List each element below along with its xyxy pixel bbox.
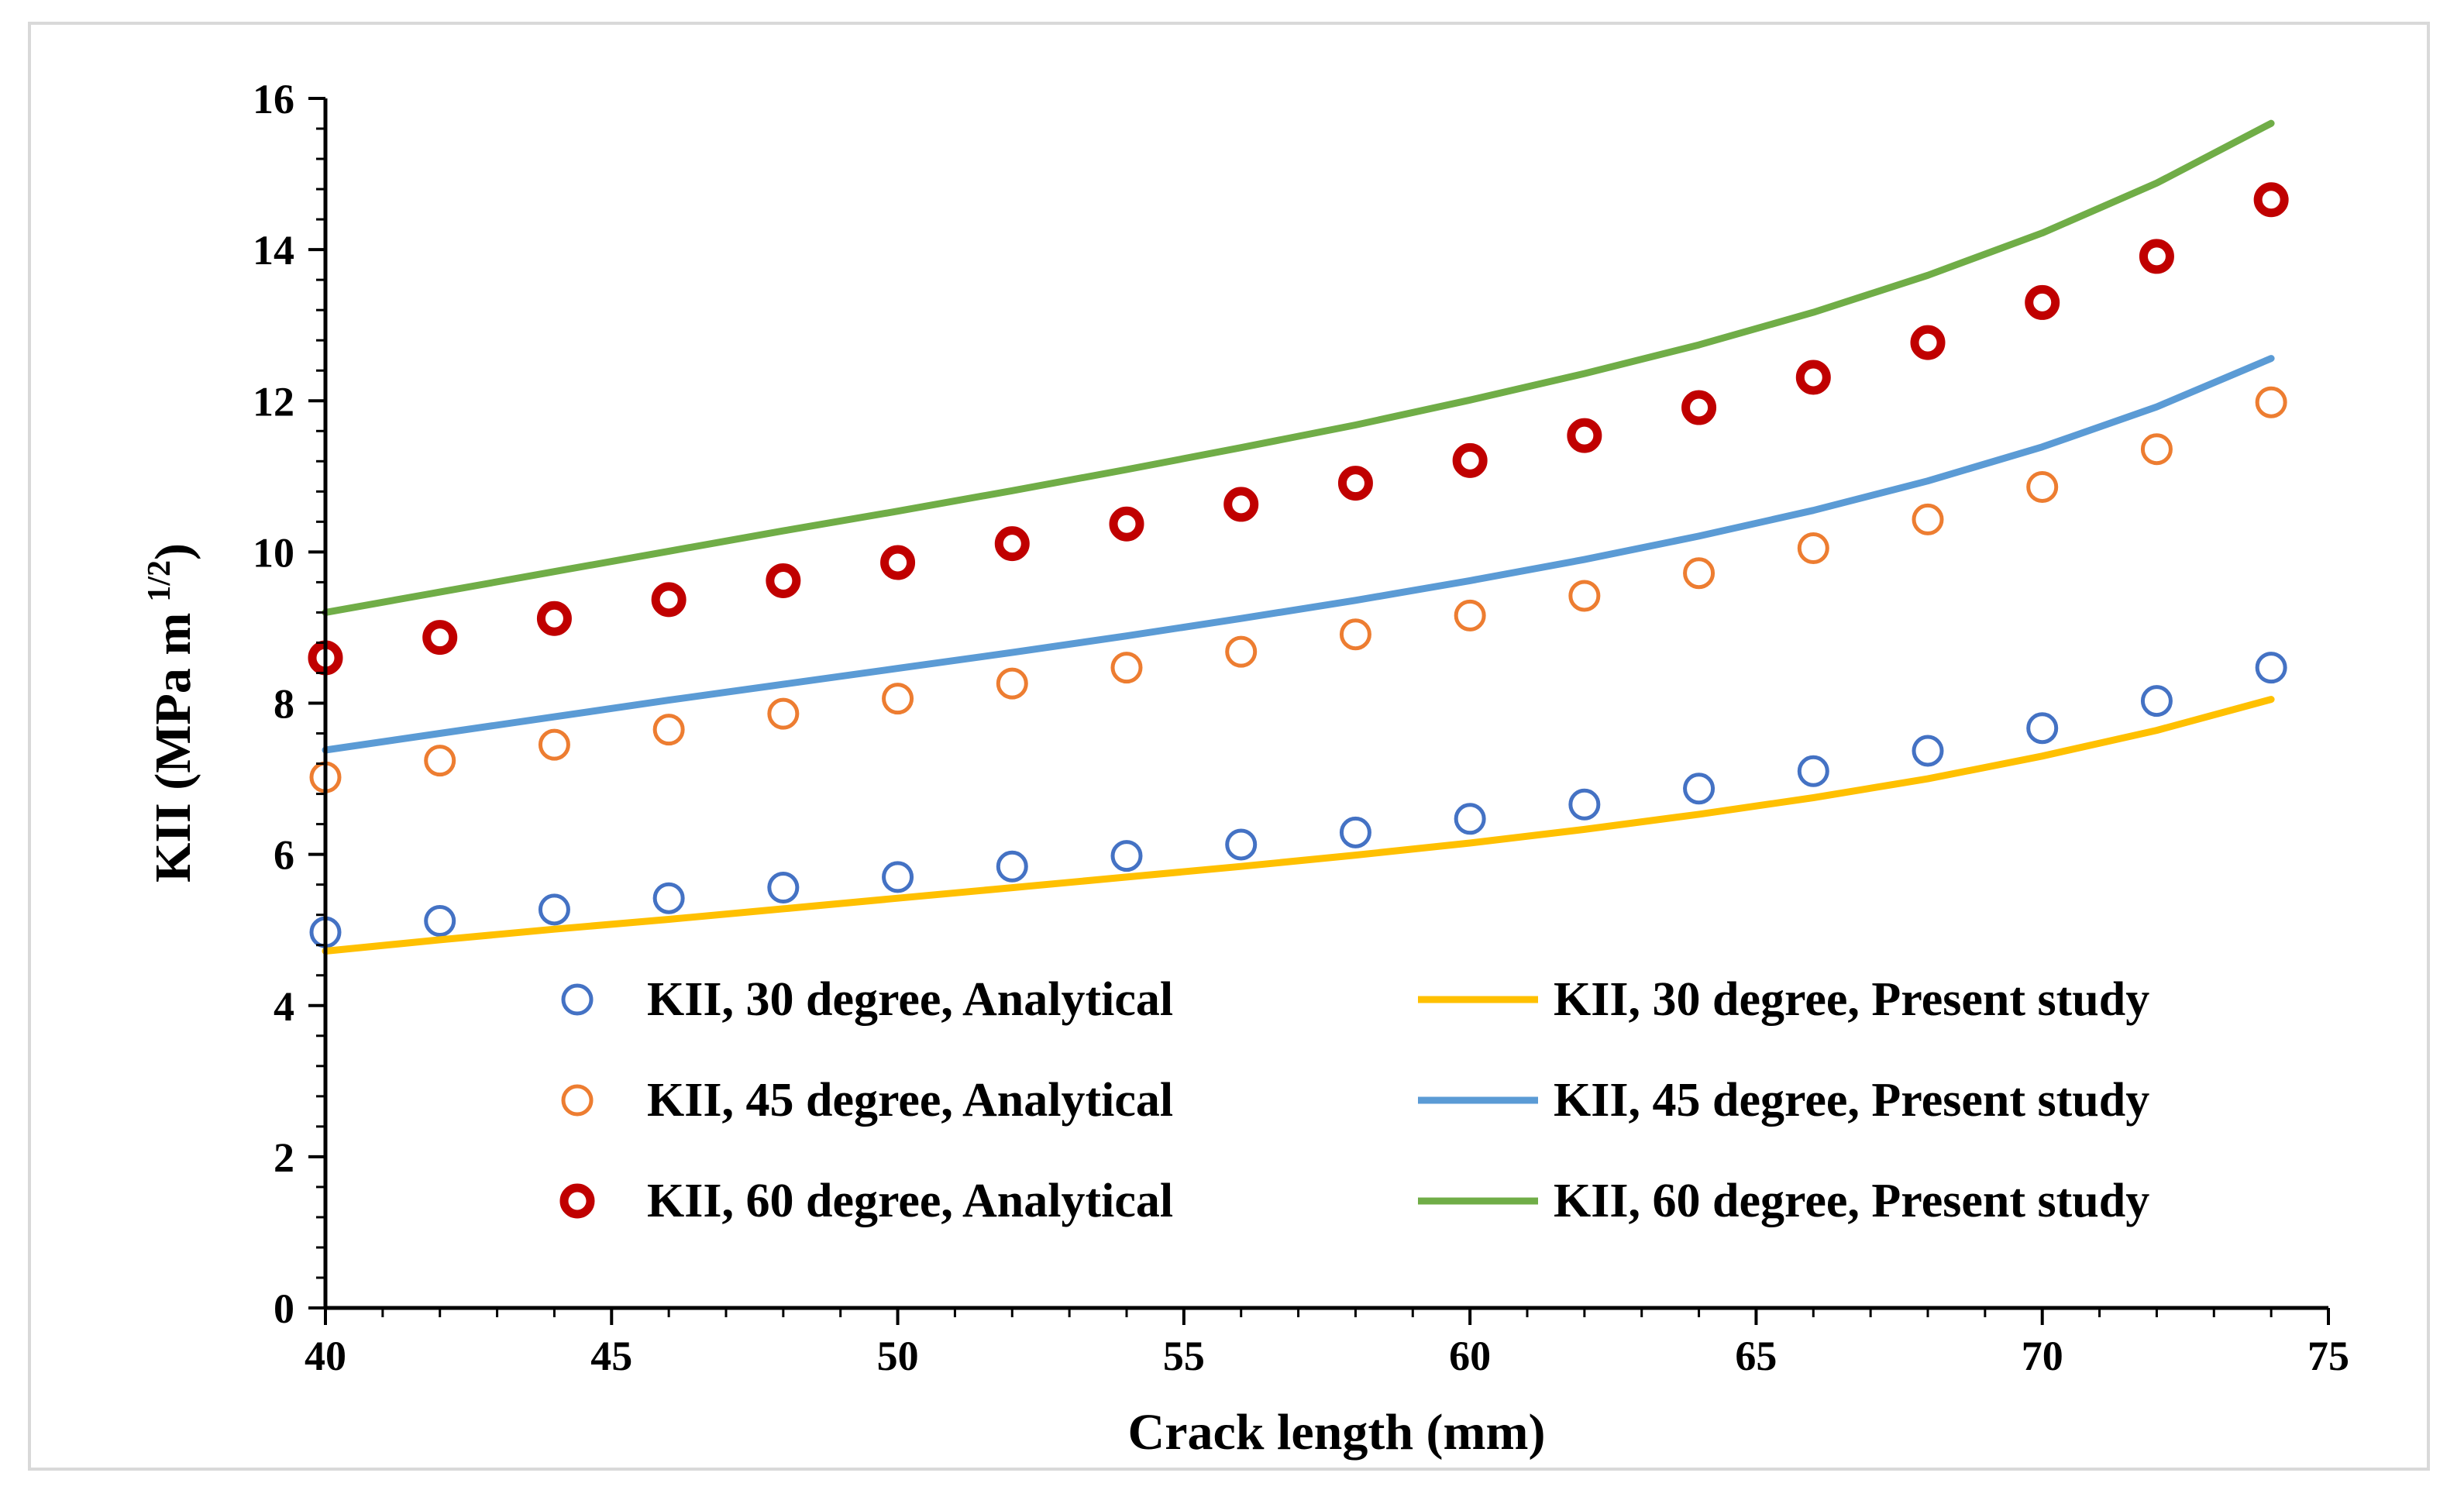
data-point (1568, 788, 1601, 821)
y-axis-title-main: KII (MPa m (145, 613, 201, 883)
series-1 (309, 652, 2287, 948)
x-tick-label: 75 (2307, 1333, 2349, 1379)
data-point (424, 745, 456, 777)
data-point (1223, 487, 1259, 522)
data-point (1912, 735, 1944, 767)
legend-marker (561, 1084, 594, 1117)
series-layer (308, 119, 2289, 955)
data-point (766, 563, 801, 598)
data-point (767, 697, 800, 730)
data-point (1568, 580, 1601, 612)
legend-label: KII, 60 degree, Present study (1554, 1175, 2149, 1227)
data-point (1795, 360, 1831, 395)
y-tick-label: 8 (274, 681, 294, 728)
x-tick-label: 70 (2022, 1333, 2063, 1379)
data-point (996, 850, 1028, 883)
x-tick-label: 60 (1449, 1333, 1491, 1379)
data-point (767, 872, 800, 904)
y-tick-label: 14 (253, 227, 294, 274)
legend-label: KII, 30 degree, Analytical (647, 973, 1173, 1026)
legend-label: KII, 45 degree, Analytical (647, 1074, 1173, 1127)
data-point (422, 620, 458, 656)
y-tick-label: 4 (274, 983, 294, 1030)
chart-frame (28, 22, 2430, 1471)
y-tick-label: 10 (253, 529, 294, 576)
data-point (2026, 712, 2059, 745)
data-point (994, 526, 1030, 562)
data-point (1910, 325, 1946, 360)
data-point (2255, 386, 2287, 418)
legend: KII, 30 degree, Analytical KII, 45 degree… (559, 973, 2149, 1227)
x-tick-label: 40 (305, 1333, 346, 1379)
legend-marker (559, 1183, 595, 1219)
legend-label: KII, 30 degree, Present study (1554, 973, 2149, 1026)
data-point (1797, 532, 1829, 564)
data-point (424, 904, 456, 937)
data-point (1110, 840, 1143, 872)
axes: 0 2 4 6 8 10 12 14 16 40 45 50 55 60 65 70 75 (253, 76, 2349, 1379)
y-tick-label: 16 (253, 76, 294, 122)
series-line (322, 355, 2275, 754)
x-tick-label: 65 (1735, 1333, 1777, 1379)
y-axis-title-close: ) (145, 543, 201, 560)
series-4 (322, 696, 2275, 955)
data-point (1683, 773, 1716, 805)
data-point (538, 728, 570, 761)
data-point (2139, 239, 2174, 274)
x-tick-label: 45 (590, 1333, 632, 1379)
data-point (1225, 635, 1258, 668)
y-axis-title: KII (MPa m 1/2) (142, 543, 201, 883)
series-5 (322, 355, 2275, 754)
data-point (536, 601, 572, 636)
data-point (1452, 442, 1488, 478)
data-point (1339, 816, 1371, 848)
data-point (880, 545, 916, 580)
legend-marker (561, 983, 594, 1016)
data-point (1567, 418, 1602, 453)
data-point (538, 893, 570, 926)
data-point (1681, 390, 1717, 425)
y-tick-label: 2 (274, 1134, 294, 1181)
y-tick-label: 12 (253, 378, 294, 425)
y-tick-label: 6 (274, 832, 294, 879)
x-tick-label: 55 (1163, 1333, 1205, 1379)
data-point (2253, 182, 2289, 218)
legend-label: KII, 60 degree, Analytical (647, 1175, 1173, 1227)
data-point (1225, 828, 1258, 861)
y-tick-label: 0 (274, 1285, 294, 1332)
data-point (1337, 466, 1373, 501)
y-axis-title-sup: 1/2 (142, 560, 177, 602)
data-point (651, 582, 687, 618)
data-point (1912, 503, 1944, 535)
data-point (2026, 470, 2059, 503)
data-point (1109, 506, 1144, 542)
data-point (2140, 433, 2173, 466)
data-point (2255, 652, 2287, 684)
legend-label: KII, 45 degree, Present study (1554, 1074, 2149, 1127)
data-point (2025, 284, 2060, 320)
data-point (882, 861, 914, 893)
data-point (1110, 652, 1143, 684)
x-axis-title: Crack length (mm) (1128, 1404, 1546, 1461)
data-point (882, 683, 914, 715)
series-3 (308, 182, 2289, 676)
data-point (652, 882, 685, 914)
series-line (322, 119, 2275, 616)
data-point (1797, 755, 1829, 787)
data-point (1683, 557, 1716, 590)
series-2 (309, 386, 2287, 793)
data-point (1454, 599, 1486, 631)
data-point (996, 667, 1028, 700)
data-point (1339, 618, 1371, 651)
data-point (1454, 803, 1486, 835)
data-point (652, 714, 685, 746)
series-6 (322, 119, 2275, 616)
series-line (322, 696, 2275, 955)
data-point (2140, 685, 2173, 718)
x-tick-label: 50 (877, 1333, 919, 1379)
